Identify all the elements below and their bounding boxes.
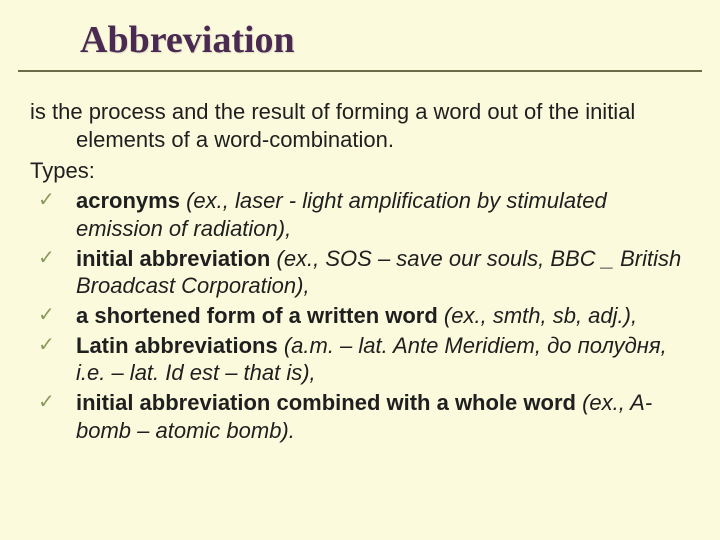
slide-title: Abbreviation bbox=[80, 18, 696, 62]
item-bold: initial abbreviation bbox=[76, 246, 270, 271]
title-underline bbox=[18, 70, 702, 72]
item-bold: Latin abbreviations bbox=[76, 333, 278, 358]
list-item: ✓ Latin abbreviations (a.m. – lat. Ante … bbox=[34, 332, 696, 387]
slide: Abbreviation is the process and the resu… bbox=[0, 0, 720, 540]
check-icon: ✓ bbox=[38, 335, 58, 355]
check-icon: ✓ bbox=[38, 190, 58, 210]
list-item: ✓ acronyms (ex., laser - light amplifica… bbox=[34, 187, 696, 242]
types-label: Types: bbox=[30, 157, 696, 185]
list-item: ✓ initial abbreviation combined with a w… bbox=[34, 389, 696, 444]
item-italic: (ex., smth, sb, adj.), bbox=[438, 303, 637, 328]
item-bold: a shortened form of a written word bbox=[76, 303, 438, 328]
slide-body: is the process and the result of forming… bbox=[30, 98, 696, 445]
check-icon: ✓ bbox=[38, 248, 58, 268]
item-bold: acronyms bbox=[76, 188, 180, 213]
check-icon: ✓ bbox=[38, 392, 58, 412]
check-icon: ✓ bbox=[38, 305, 58, 325]
list-item: ✓ initial abbreviation (ex., SOS – save … bbox=[34, 245, 696, 300]
types-list: ✓ acronyms (ex., laser - light amplifica… bbox=[30, 187, 696, 444]
list-item: ✓ a shortened form of a written word (ex… bbox=[34, 302, 696, 330]
definition-text: is the process and the result of forming… bbox=[30, 98, 696, 153]
item-bold: initial abbreviation combined with a who… bbox=[76, 390, 576, 415]
